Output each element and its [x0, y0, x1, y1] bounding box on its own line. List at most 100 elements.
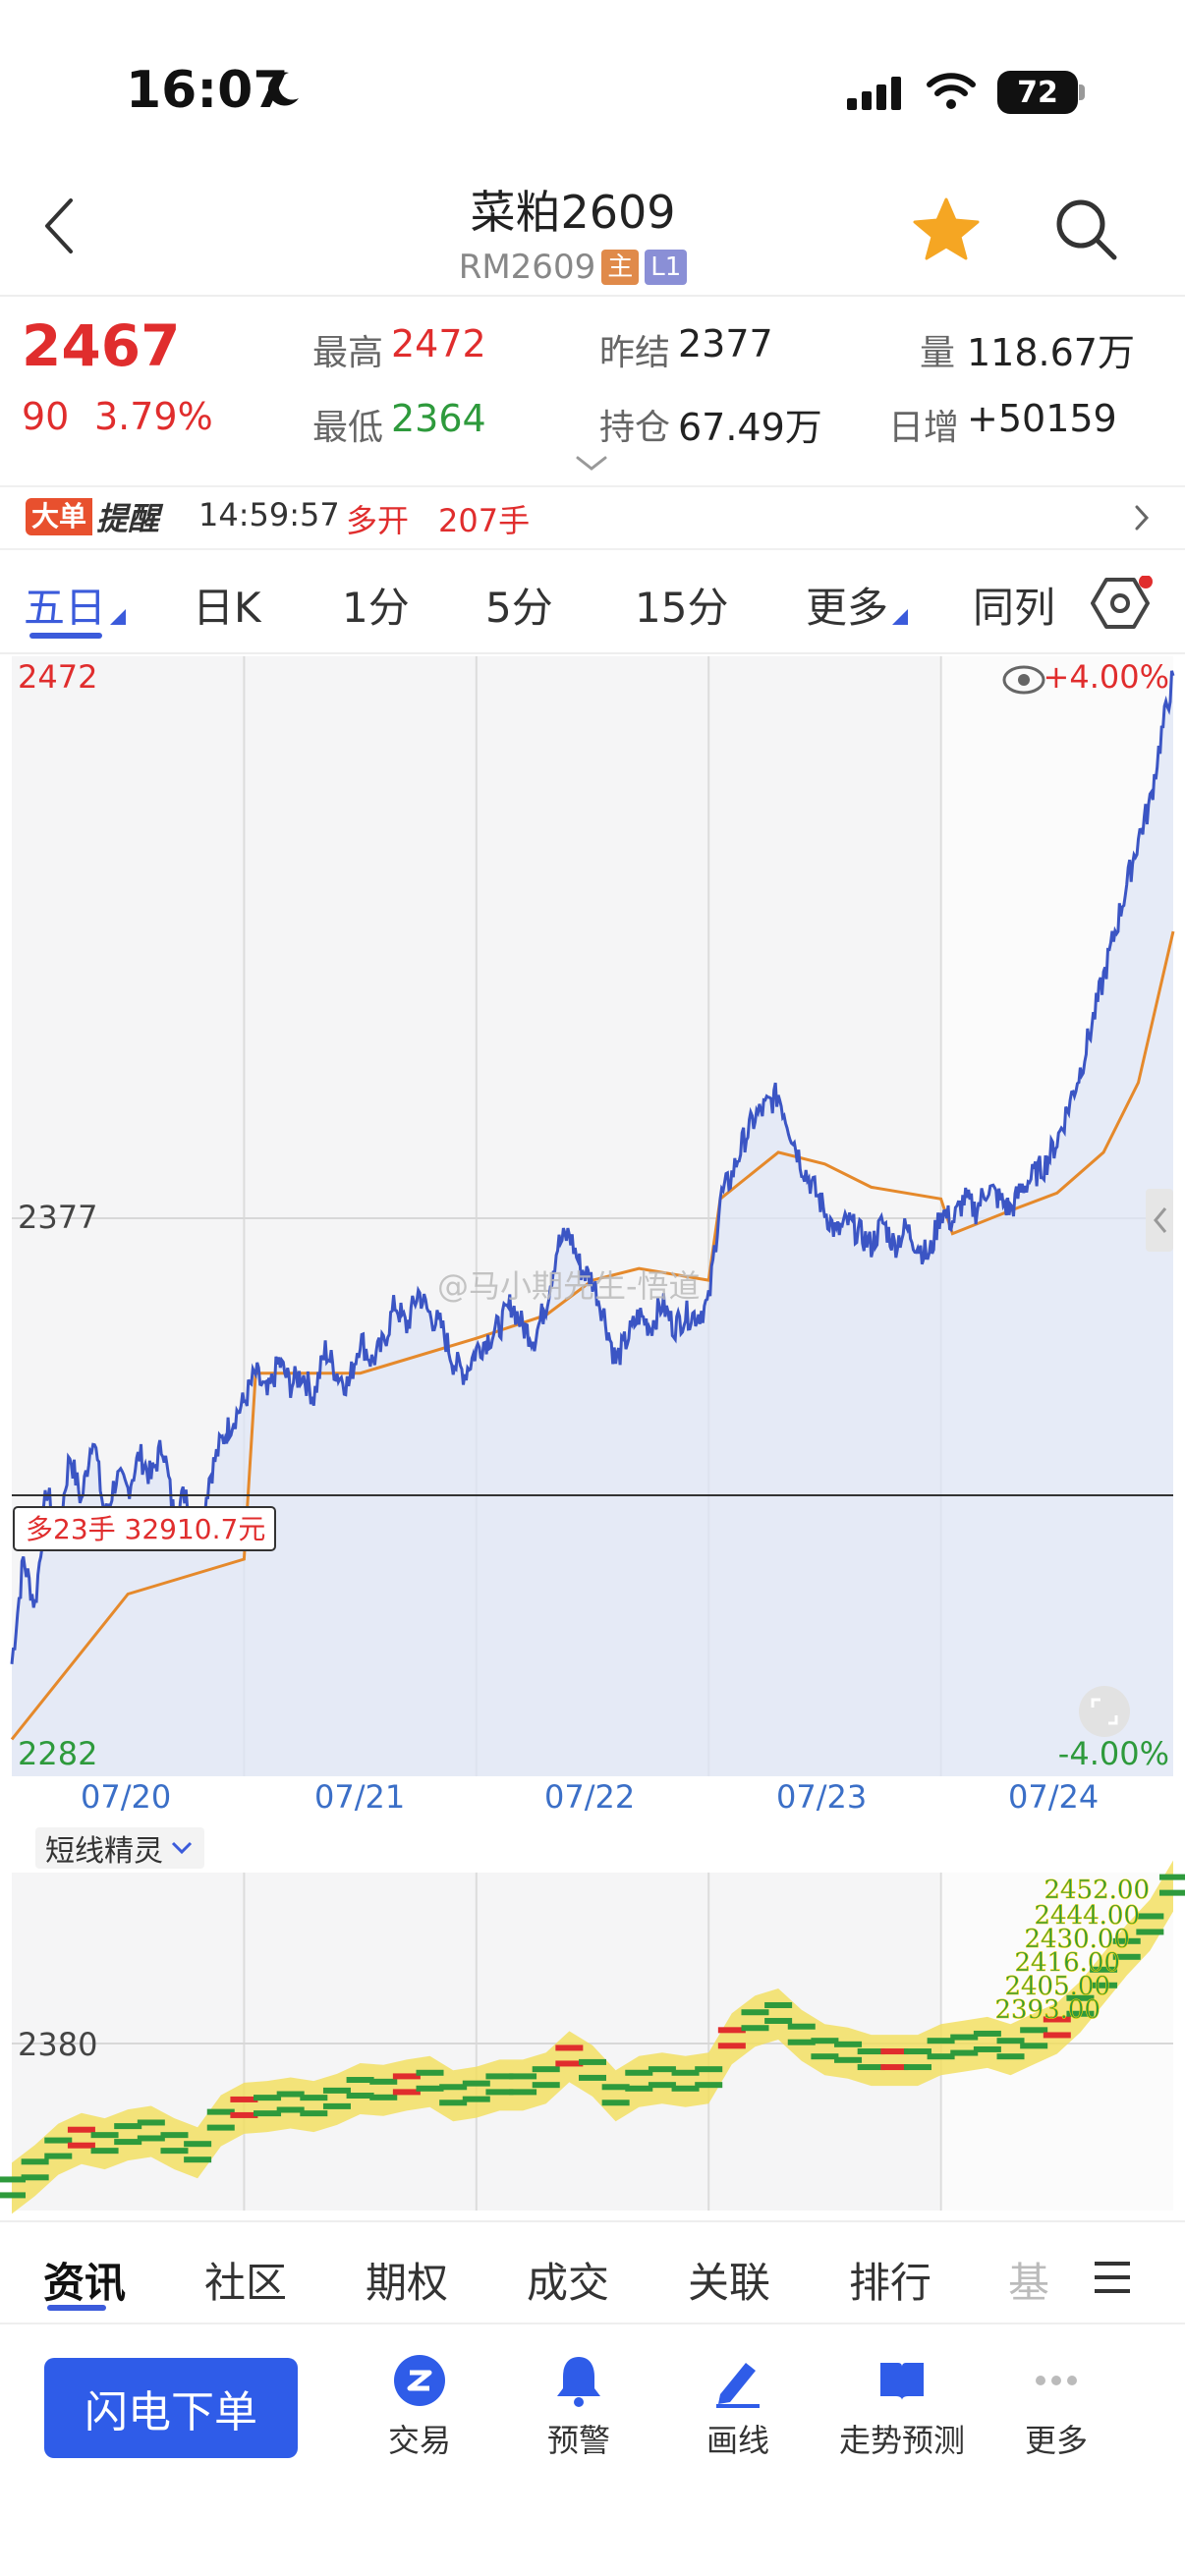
- indicator-bar: [369, 2094, 398, 2100]
- indicator-bar: [230, 2111, 258, 2118]
- more-dropdown-icon: [892, 609, 908, 629]
- flash-order-button[interactable]: 闪电下单: [44, 2358, 298, 2458]
- indicator-bar: [439, 2084, 468, 2091]
- tab-5min[interactable]: 5分: [485, 584, 553, 632]
- indicator-bar: [903, 2048, 931, 2055]
- tab-15min[interactable]: 15分: [635, 584, 729, 632]
- tab-news[interactable]: 资讯: [43, 2259, 127, 2307]
- tab-community[interactable]: 社区: [204, 2259, 288, 2307]
- big-order-alert-bar[interactable]: [0, 485, 1185, 550]
- chevron-down-icon: [171, 1841, 193, 1855]
- wifi-icon: [926, 71, 977, 114]
- indicator-bar: [1112, 1937, 1141, 1944]
- search-icon[interactable]: [1053, 196, 1118, 265]
- indicator-bar: [625, 2085, 653, 2092]
- divider: [0, 652, 1185, 654]
- indicator-bar: [880, 2048, 909, 2055]
- indicator-bar: [160, 2132, 189, 2139]
- tab-daily-k[interactable]: 日K: [193, 584, 261, 632]
- indicator-bar: [206, 2124, 235, 2131]
- low-label: 最低: [312, 408, 384, 448]
- forecast-button[interactable]: 走势预测: [823, 2353, 981, 2461]
- tab-peers[interactable]: 同列: [973, 584, 1056, 632]
- indicator-bar: [1043, 2016, 1071, 2023]
- alert-quantity: 207手: [438, 502, 531, 539]
- indicator-bar: [416, 2069, 444, 2076]
- high-value: 2472: [391, 322, 486, 365]
- indicator-bar: [392, 2073, 421, 2080]
- indicator-bar: [67, 2142, 95, 2149]
- tab-options[interactable]: 期权: [366, 2259, 449, 2307]
- prev-settle-value: 2377: [678, 322, 773, 365]
- battery-tip: [1079, 84, 1085, 100]
- low-value: 2364: [391, 397, 486, 440]
- tab-ranking[interactable]: 排行: [849, 2259, 932, 2307]
- settings-hexagon-icon[interactable]: [1091, 575, 1154, 635]
- alert-label: 预警: [546, 2422, 610, 2459]
- tab-related[interactable]: 关联: [688, 2259, 771, 2307]
- trade-label: 交易: [387, 2422, 451, 2459]
- volume-label: 量: [920, 333, 956, 373]
- indicator-bar: [369, 2078, 398, 2085]
- draw-button[interactable]: 画线: [664, 2353, 812, 2461]
- indicator-bar: [90, 2148, 119, 2155]
- main-price-panel: 多23手 32910.7元 2472 2377 2282 +4.00% -4.0…: [10, 656, 1175, 1776]
- indicator-bar: [695, 2066, 723, 2073]
- indicator-bar: [276, 2091, 305, 2098]
- indicator-bar: [579, 2058, 606, 2065]
- indicator-selector[interactable]: 短线精灵: [35, 1827, 204, 1869]
- back-icon[interactable]: [39, 196, 79, 259]
- indicator-bar: [1090, 1982, 1118, 1988]
- indicator-bar: [973, 2045, 1001, 2052]
- indicator-bar: [1066, 2010, 1095, 2017]
- divider: [0, 2220, 1185, 2222]
- indicator-value-label: 2405.00: [1004, 1972, 1110, 2001]
- indicator-bar: [462, 2080, 490, 2087]
- more-dots-icon: [1036, 2376, 1077, 2385]
- trade-button[interactable]: 交易: [346, 2353, 493, 2461]
- pen-icon: [716, 2363, 760, 2408]
- last-price: 2467: [22, 312, 181, 379]
- indicator-bar: [1090, 1966, 1118, 1973]
- tab-fundamentals[interactable]: 基: [1008, 2259, 1050, 2307]
- date-label: 07/20: [81, 1778, 172, 1816]
- open-interest-value: 67.49万: [678, 406, 822, 449]
- high-label: 最高: [312, 333, 384, 373]
- intraday-chart[interactable]: 多23手 32910.7元 2472 2377 2282 +4.00% -4.0…: [0, 654, 1185, 2220]
- indicator-bar: [322, 2102, 351, 2109]
- indicator-bar: [903, 2064, 931, 2071]
- active-tab-indicator: [29, 633, 102, 639]
- alert-time: 14:59:57: [198, 496, 340, 533]
- indicator-bar: [927, 2053, 955, 2060]
- indicator-bar: [0, 2192, 26, 2199]
- tab-trades[interactable]: 成交: [527, 2259, 610, 2307]
- date-label: 07/21: [314, 1778, 406, 1816]
- status-time: 16:07: [126, 61, 289, 120]
- alert-badge-label: 提醒: [96, 500, 160, 537]
- indicator-bar: [717, 2027, 746, 2034]
- chevron-right-icon[interactable]: [1132, 503, 1152, 536]
- fullscreen-icon: [1079, 1686, 1130, 1737]
- indicator-bar: [21, 2174, 49, 2181]
- indicator-bar: [1159, 1889, 1185, 1896]
- indicator-bar: [322, 2087, 351, 2094]
- draw-label: 画线: [705, 2422, 769, 2459]
- indicator-bar: [44, 2137, 73, 2144]
- tab-1min[interactable]: 1分: [342, 584, 410, 632]
- indicator-bar: [509, 2089, 537, 2096]
- indicator-bar: [1112, 1953, 1141, 1960]
- open-interest-label: 持仓: [599, 408, 671, 448]
- alert-action: 多开: [346, 502, 410, 539]
- tab-five-day[interactable]: 五日: [24, 584, 107, 632]
- active-tab-indicator: [47, 2305, 106, 2311]
- pct-low: -4.00%: [1058, 1735, 1169, 1772]
- tab-more[interactable]: 更多: [806, 584, 889, 632]
- indicator-bar: [137, 2119, 165, 2126]
- forecast-label: 走势预测: [838, 2422, 965, 2459]
- chevron-down-icon[interactable]: [574, 454, 609, 477]
- indicator-bar: [1020, 2027, 1048, 2034]
- more-button[interactable]: 更多: [983, 2353, 1130, 2461]
- menu-icon[interactable]: [1093, 2260, 1132, 2299]
- alert-button[interactable]: 预警: [505, 2353, 652, 2461]
- favorite-star-icon[interactable]: [912, 196, 981, 265]
